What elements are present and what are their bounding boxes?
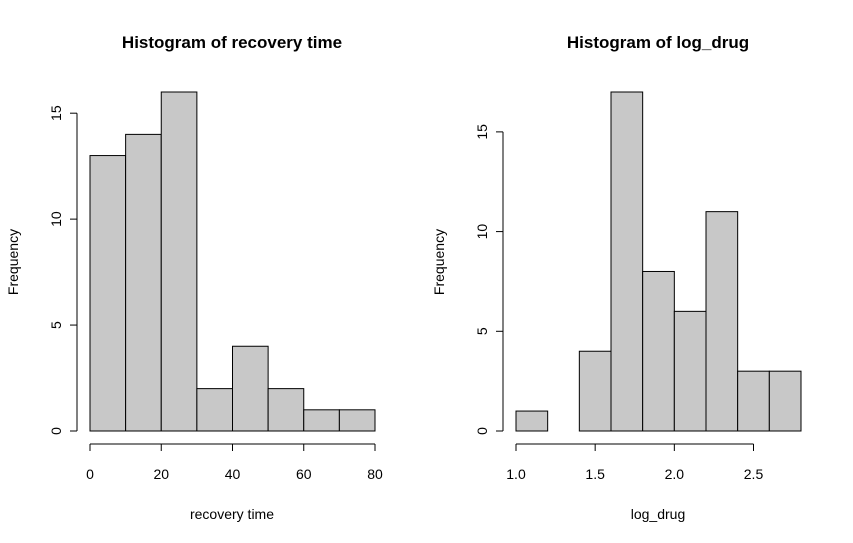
y-tick-label: 10 <box>474 224 490 240</box>
histogram-bar <box>737 370 770 432</box>
recovery-time-histogram: Histogram of recovery time recovery time… <box>5 33 383 522</box>
log-drug-histogram: Histogram of log_drug log_drug Frequency… <box>431 33 802 522</box>
y-tick-label: 5 <box>474 327 490 335</box>
x-tick-label: 2.5 <box>744 466 764 482</box>
x-tick-label: 0 <box>86 466 94 482</box>
chart-title: Histogram of log_drug <box>567 33 749 52</box>
y-axis: 0 5 10 15 <box>474 124 504 435</box>
x-tick-label: 1.5 <box>585 466 605 482</box>
x-tick-label: 40 <box>225 466 241 482</box>
bars <box>89 91 376 432</box>
y-tick-label: 15 <box>474 124 490 140</box>
y-tick-label: 15 <box>48 105 64 121</box>
x-axis: 0 20 40 60 80 <box>86 443 383 482</box>
histogram-bar <box>125 133 162 432</box>
x-tick-label: 60 <box>296 466 312 482</box>
histogram-bar <box>578 350 612 432</box>
y-tick-label: 0 <box>48 427 64 435</box>
bars <box>515 91 802 432</box>
histogram-bar <box>196 388 233 432</box>
histogram-bar <box>303 409 340 432</box>
histogram-bar <box>338 409 376 432</box>
y-axis-label: Frequency <box>431 229 447 295</box>
x-tick-label: 1.0 <box>506 466 526 482</box>
y-axis-label: Frequency <box>5 229 21 295</box>
x-tick-label: 80 <box>367 466 383 482</box>
x-tick-label: 20 <box>153 466 169 482</box>
y-tick-label: 5 <box>48 321 64 329</box>
histogram-bar <box>515 410 549 432</box>
x-axis-label: log_drug <box>631 506 686 522</box>
histogram-bar <box>267 388 305 432</box>
x-tick-label: 2.0 <box>665 466 685 482</box>
histogram-bar <box>89 155 127 432</box>
histogram-bar <box>768 370 802 432</box>
histogram-bar <box>673 310 707 432</box>
y-tick-label: 10 <box>48 211 64 227</box>
histogram-bar <box>642 270 675 432</box>
histogram-bar <box>160 91 198 432</box>
x-axis-label: recovery time <box>190 506 274 522</box>
chart-title: Histogram of recovery time <box>122 33 342 52</box>
y-tick-label: 0 <box>474 427 490 435</box>
histogram-bar <box>232 345 269 432</box>
y-axis: 0 5 10 15 <box>48 105 78 435</box>
histogram-bar <box>610 91 644 432</box>
histogram-bar <box>705 211 739 432</box>
x-axis: 1.0 1.5 2.0 2.5 <box>506 443 764 482</box>
